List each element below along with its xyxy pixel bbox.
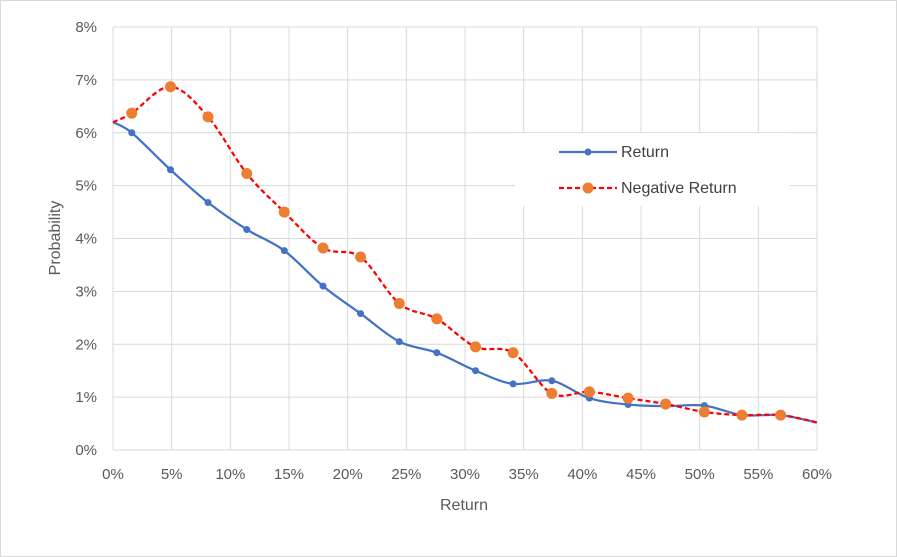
y-tick-label: 8% <box>75 19 97 36</box>
return-point <box>548 377 556 385</box>
series-layer <box>112 81 818 424</box>
negative-return-point <box>660 398 672 410</box>
y-tick-label: 6% <box>75 125 97 142</box>
negative-return-point <box>583 386 595 398</box>
y-tick-label: 5% <box>75 178 97 195</box>
y-tick-label: 7% <box>75 72 97 89</box>
negative-return-point <box>202 111 214 123</box>
negative-return-point <box>698 406 710 418</box>
x-tick-label: 20% <box>333 466 363 483</box>
legend-return-marker <box>584 148 592 156</box>
x-tick-label: 25% <box>391 466 421 483</box>
return-point <box>280 247 288 255</box>
return-point <box>357 310 365 318</box>
negative-return-point <box>470 341 482 353</box>
x-tick-label: 50% <box>685 466 715 483</box>
y-tick-label: 1% <box>75 389 97 406</box>
legend-return-label: Return <box>621 144 669 161</box>
return-point <box>509 380 517 388</box>
negative-return-point <box>775 409 787 421</box>
negative-return-point <box>164 81 176 93</box>
x-tick-label: 0% <box>102 466 124 483</box>
negative-return-point <box>507 347 519 359</box>
negative-return-point <box>317 242 329 254</box>
x-tick-label: 10% <box>215 466 245 483</box>
return-point <box>204 199 212 207</box>
negative-return-point <box>431 313 443 325</box>
negative-return-line <box>112 85 818 424</box>
y-tick-label: 0% <box>75 442 97 459</box>
negative-return-point <box>622 392 634 404</box>
return-point <box>433 349 441 357</box>
x-tick-label: 5% <box>161 466 183 483</box>
x-axis-title: Return <box>440 497 488 514</box>
return-point <box>395 338 403 346</box>
legend-background <box>515 133 790 206</box>
negative-return-point <box>355 251 367 263</box>
y-tick-label: 3% <box>75 283 97 300</box>
legend-negative-return-marker <box>582 182 594 194</box>
y-tick-label: 2% <box>75 336 97 353</box>
negative-return-point <box>278 206 290 218</box>
negative-return-point <box>241 167 253 179</box>
axis-ticks: 0% 1% 2% 3% 4% 5% 6% 7% 8% 0% 5% 10% 15% 20% 25% 30% 35%… <box>75 19 832 483</box>
y-tick-label: 4% <box>75 231 97 248</box>
x-tick-label: 45% <box>626 466 656 483</box>
negative-return-point <box>736 409 748 421</box>
negative-return-point <box>393 298 405 310</box>
x-tick-label: 40% <box>567 466 597 483</box>
legend-negative-return-label: Negative Return <box>621 180 737 197</box>
x-tick-label: 15% <box>274 466 304 483</box>
return-point <box>319 282 327 290</box>
gridlines <box>112 26 818 451</box>
negative-return-point <box>126 107 138 119</box>
y-axis-title: Probability <box>47 201 64 276</box>
negative-return-point <box>546 387 558 399</box>
legend: Return Negative Return <box>515 133 790 206</box>
x-tick-label: 30% <box>450 466 480 483</box>
return-point <box>472 367 480 375</box>
x-tick-label: 35% <box>509 466 539 483</box>
x-tick-label: 55% <box>743 466 773 483</box>
return-point <box>243 226 251 234</box>
return-point <box>166 166 174 174</box>
return-point <box>128 129 136 137</box>
x-tick-label: 60% <box>802 466 832 483</box>
